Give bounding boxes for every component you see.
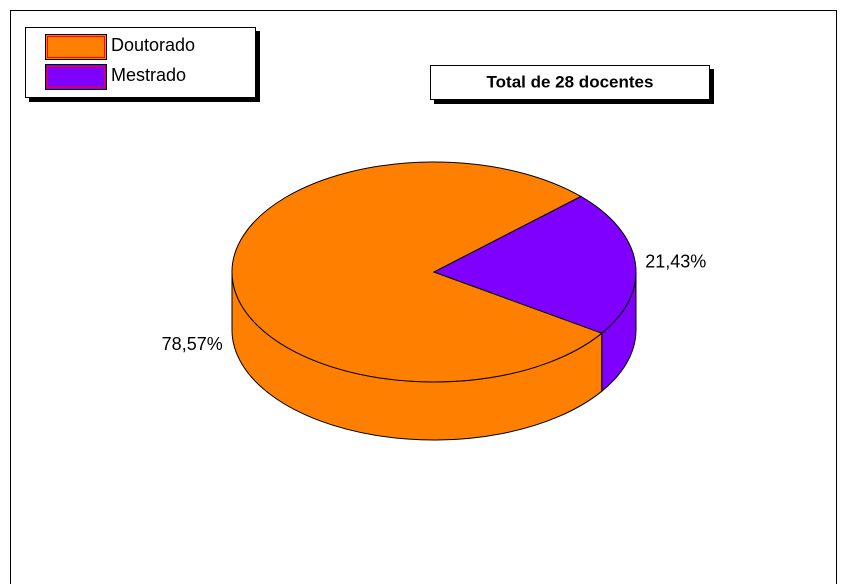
legend-label: Mestrado <box>111 65 186 85</box>
legend-swatch <box>45 64 107 90</box>
legend-swatch-border <box>47 36 105 58</box>
chart-title: Total de 28 docentes <box>487 72 654 91</box>
title-box <box>430 65 710 100</box>
data-label: 21,43% <box>645 252 706 272</box>
pie-slice <box>231 161 603 383</box>
legend-swatch <box>45 34 107 60</box>
legend-swatch-border <box>47 66 105 88</box>
data-label: 78,57% <box>162 334 223 354</box>
pie-slice <box>432 195 637 334</box>
legend-label: Doutorado <box>111 35 195 55</box>
